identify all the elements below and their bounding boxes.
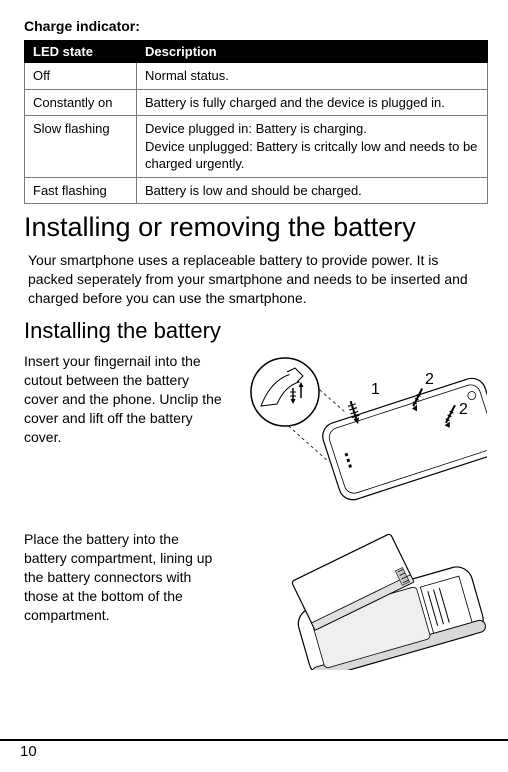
step-2: Place the battery into the battery compa… (24, 530, 488, 670)
page-footer: 10 (0, 739, 508, 760)
th-led-state: LED state (25, 41, 137, 63)
cell-desc: Normal status. (137, 63, 488, 90)
table-row: Slow flashing Device plugged in: Battery… (25, 116, 488, 178)
section-title: Installing or removing the battery (24, 212, 488, 243)
cell-desc: Battery is fully charged and the device … (137, 89, 488, 116)
table-row: Off Normal status. (25, 63, 488, 90)
step-1: Insert your fingernail into the cutout b… (24, 352, 488, 512)
subsection-title: Installing the battery (24, 318, 488, 344)
step-2-diagram (236, 530, 488, 670)
th-description: Description (137, 41, 488, 63)
cell-state: Fast flashing (25, 177, 137, 204)
label-2b: 2 (459, 401, 468, 418)
step-2-text: Place the battery into the battery compa… (24, 530, 224, 670)
step-1-diagram: 1 2 2 (236, 352, 488, 512)
cell-state: Off (25, 63, 137, 90)
table-row: Constantly on Battery is fully charged a… (25, 89, 488, 116)
cell-desc: Battery is low and should be charged. (137, 177, 488, 204)
cell-desc: Device plugged in: Battery is charging. … (137, 116, 488, 178)
table-row: Fast flashing Battery is low and should … (25, 177, 488, 204)
page-number: 10 (0, 743, 508, 760)
intro-paragraph: Your smartphone uses a replaceable batte… (28, 251, 484, 308)
led-state-table: LED state Description Off Normal status.… (24, 40, 488, 204)
cell-state: Constantly on (25, 89, 137, 116)
cell-state: Slow flashing (25, 116, 137, 178)
step-1-text: Insert your fingernail into the cutout b… (24, 352, 224, 512)
label-2a: 2 (425, 371, 434, 388)
charge-indicator-label: Charge indicator: (24, 18, 488, 34)
label-1: 1 (371, 381, 380, 398)
